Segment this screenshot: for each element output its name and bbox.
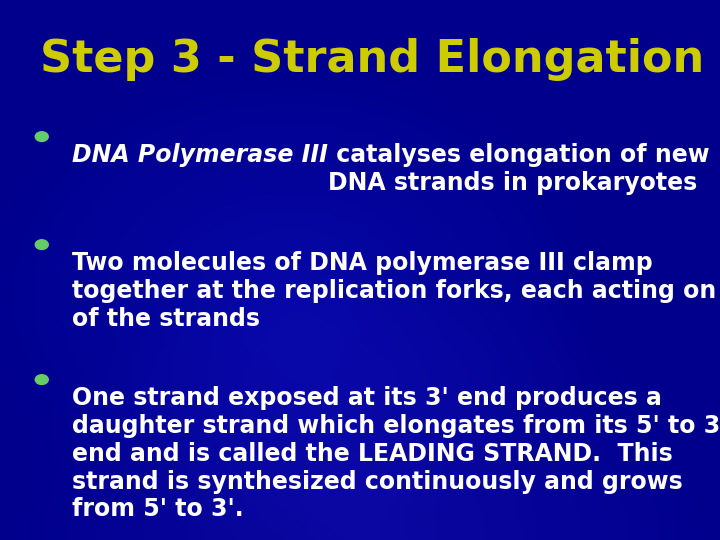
Circle shape	[35, 240, 48, 249]
Text: Step 3 - Strand Elongation: Step 3 - Strand Elongation	[40, 38, 704, 81]
Text: DNA Polymerase III: DNA Polymerase III	[72, 143, 328, 167]
Text: Two molecules of DNA polymerase III clamp
together at the replication forks, eac: Two molecules of DNA polymerase III clam…	[72, 251, 720, 330]
Circle shape	[35, 132, 48, 141]
Text: catalyses elongation of new
DNA strands in prokaryotes: catalyses elongation of new DNA strands …	[328, 143, 709, 195]
Text: One strand exposed at its 3' end produces a
daughter strand which elongates from: One strand exposed at its 3' end produce…	[72, 386, 720, 521]
Circle shape	[35, 375, 48, 384]
